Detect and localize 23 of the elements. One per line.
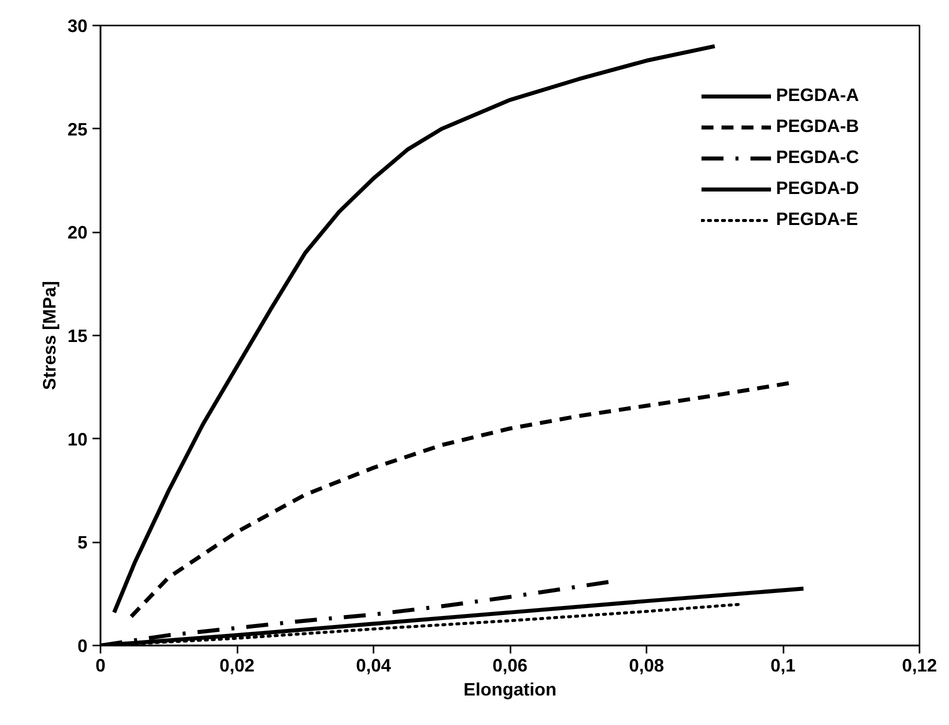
legend-label: PEGDA-A xyxy=(776,85,859,106)
y-axis-title: Stress [MPa] xyxy=(39,280,60,390)
line-series xyxy=(129,381,792,619)
y-tick-label: 5 xyxy=(77,532,88,553)
y-tick-label: 0 xyxy=(77,636,88,656)
legend-label: PEGDA-E xyxy=(776,209,858,230)
x-tick-label: 0,04 xyxy=(356,656,392,676)
x-tick-label: 0,02 xyxy=(219,656,255,676)
y-tick-label: 20 xyxy=(67,222,88,243)
x-tick-label: 0,1 xyxy=(770,656,796,676)
y-tick-label: 15 xyxy=(67,326,88,346)
y-tick-label: 30 xyxy=(67,16,88,36)
x-axis-title: Elongation xyxy=(464,680,557,700)
legend-label: PEGDA-B xyxy=(776,116,859,137)
y-tick-label: 10 xyxy=(67,429,88,450)
x-tick-label: 0,06 xyxy=(492,656,528,676)
line-series xyxy=(112,44,717,614)
x-tick-label: 0,08 xyxy=(628,656,664,676)
y-tick-label: 25 xyxy=(67,119,88,140)
legend-label: PEGDA-D xyxy=(776,178,859,199)
x-tick-label: 0,12 xyxy=(902,656,938,676)
legend-label: PEGDA-C xyxy=(776,147,859,168)
x-tick-label: 0 xyxy=(95,656,106,676)
